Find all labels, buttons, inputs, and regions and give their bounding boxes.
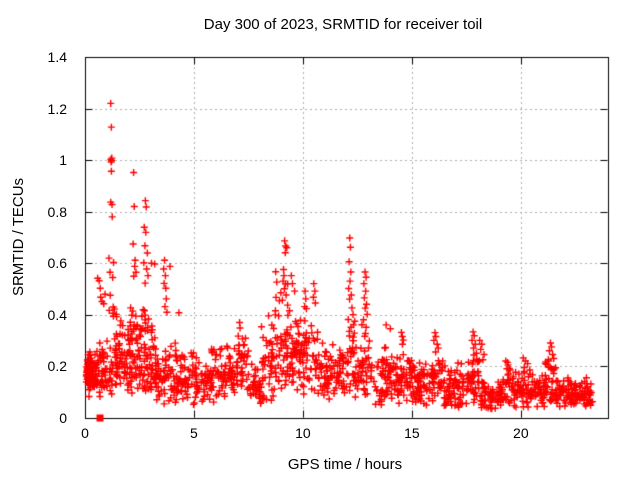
- x-tick-label: 15: [404, 425, 420, 441]
- chart-title: Day 300 of 2023, SRMTID for receiver toi…: [203, 16, 483, 33]
- x-axis-label: GPS time / hours: [287, 456, 403, 473]
- x-tick-label: 0: [81, 425, 89, 441]
- y-tick-label: 0: [59, 410, 67, 426]
- y-tick-label: 1.4: [47, 49, 67, 65]
- y-tick-label: 0.6: [47, 255, 67, 272]
- y-tick-label: 0.4: [47, 306, 67, 323]
- y-tick-label: 1: [59, 152, 67, 169]
- x-tick-label: 20: [513, 425, 529, 441]
- y-tick-label: 1.2: [47, 100, 67, 117]
- y-tick-label: 0.8: [47, 203, 67, 220]
- x-tick-label: 10: [295, 425, 311, 441]
- y-tick-label: 0.2: [47, 358, 67, 375]
- x-tick-label: 5: [190, 425, 198, 441]
